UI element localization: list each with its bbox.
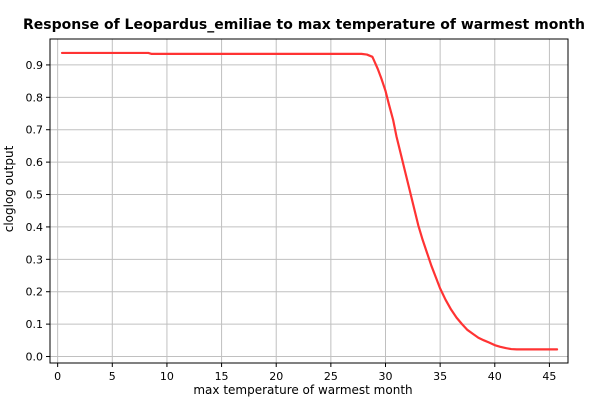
series-group	[60, 51, 559, 351]
y-tick-label: 0.7	[26, 124, 44, 137]
x-tick-label: 15	[215, 370, 229, 383]
y-tick-label: 0.4	[26, 221, 44, 234]
x-tick-label: 0	[54, 370, 61, 383]
x-tick-label: 5	[109, 370, 116, 383]
y-tick-label: 0.6	[26, 156, 44, 169]
y-axis: 0.0 0.1 0.2 0.3 0.4 0.5 0.6 0.7 0.8 0.9	[26, 59, 50, 364]
x-tick-label: 25	[324, 370, 338, 383]
y-axis-label: cloglog output	[2, 145, 16, 232]
grid	[50, 39, 568, 363]
chart-title: Response of Leopardus_emiliae to max tem…	[23, 17, 585, 33]
x-tick-label: 10	[160, 370, 174, 383]
y-tick-label: 0.5	[26, 189, 44, 202]
plot-frame	[49, 38, 569, 364]
x-tick-label: 35	[433, 370, 447, 383]
x-axis-label: max temperature of warmest month	[193, 383, 412, 397]
plot-area	[50, 39, 568, 363]
y-tick-label: 0.9	[26, 59, 44, 72]
y-tick-label: 0.8	[26, 91, 44, 104]
x-tick-label: 45	[542, 370, 556, 383]
y-tick-label: 0.1	[26, 318, 44, 331]
series-line	[60, 51, 559, 351]
x-tick-label: 40	[488, 370, 502, 383]
y-tick-label: 0.3	[26, 253, 44, 266]
x-axis: 0 5 10 15 20 25 30 35 40 45	[54, 363, 556, 383]
x-tick-label: 30	[378, 370, 392, 383]
y-tick-label: 0.0	[26, 351, 44, 364]
y-tick-label: 0.2	[26, 286, 44, 299]
x-tick-label: 20	[269, 370, 283, 383]
